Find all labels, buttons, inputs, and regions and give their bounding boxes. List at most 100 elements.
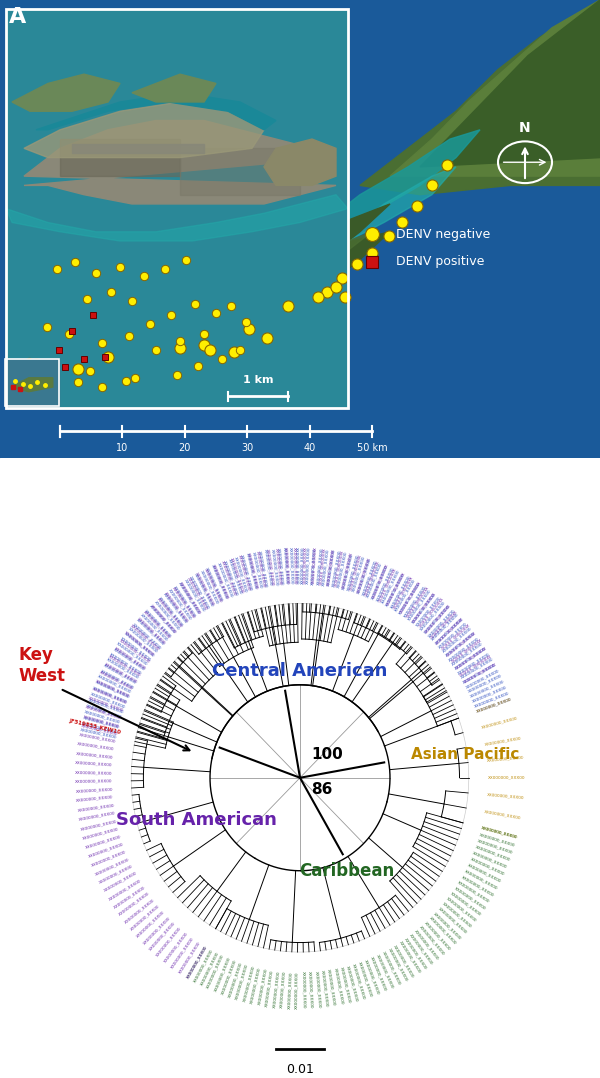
Text: XX000000_XXX00: XX000000_XXX00 xyxy=(462,662,497,685)
Text: XX000000_XXX00: XX000000_XXX00 xyxy=(264,549,274,586)
Text: XX000000_XXX00: XX000000_XXX00 xyxy=(272,970,280,1008)
Text: XX000000_XXX00: XX000000_XXX00 xyxy=(144,608,173,638)
Text: XX000000_XXX00: XX000000_XXX00 xyxy=(91,849,127,867)
Text: XX000000_XXX00: XX000000_XXX00 xyxy=(356,557,371,594)
Text: XX000000_XXX00: XX000000_XXX00 xyxy=(194,572,215,607)
Text: XX000000_XXX00: XX000000_XXX00 xyxy=(227,960,243,998)
Bar xyxy=(5,359,59,405)
Text: XX000000_XXX00: XX000000_XXX00 xyxy=(295,547,299,584)
Text: XX000000_XXX00: XX000000_XXX00 xyxy=(79,733,116,744)
Text: XX000000_XXX00: XX000000_XXX00 xyxy=(283,547,290,584)
Text: XX000000_XXX00: XX000000_XXX00 xyxy=(289,547,294,584)
Text: XX000000_XXX00: XX000000_XXX00 xyxy=(153,600,181,631)
Text: XX000000_XXX00: XX000000_XXX00 xyxy=(205,567,224,603)
Text: XX000000_XXX00: XX000000_XXX00 xyxy=(140,612,169,642)
Text: XX000000_XXX00: XX000000_XXX00 xyxy=(258,550,268,588)
Text: XX000000_XXX00: XX000000_XXX00 xyxy=(95,678,131,697)
Text: XX000000_XXX00: XX000000_XXX00 xyxy=(433,616,463,645)
Text: XX000000_XXX00: XX000000_XXX00 xyxy=(186,944,208,979)
Text: XX000000_XXX00: XX000000_XXX00 xyxy=(186,944,208,979)
Text: XX000000_XXX00: XX000000_XXX00 xyxy=(427,608,455,638)
Text: XX000000_XXX00: XX000000_XXX00 xyxy=(86,703,122,719)
Text: XX000000_XXX00: XX000000_XXX00 xyxy=(82,716,119,729)
Text: XX000000_XXX00: XX000000_XXX00 xyxy=(136,618,166,646)
Text: XX000000_XXX00: XX000000_XXX00 xyxy=(308,971,314,1009)
Text: 100: 100 xyxy=(311,747,343,762)
Text: XX000000_XXX00: XX000000_XXX00 xyxy=(331,550,341,588)
Text: 0.01: 0.01 xyxy=(286,1063,314,1076)
Text: XX000000_XXX00: XX000000_XXX00 xyxy=(487,776,525,779)
Text: XX000000_XXX00: XX000000_XXX00 xyxy=(340,966,352,1004)
Polygon shape xyxy=(264,139,336,185)
Polygon shape xyxy=(24,121,336,204)
Text: XX000000_XXX00: XX000000_XXX00 xyxy=(358,960,374,997)
Text: XX000000_XXX00: XX000000_XXX00 xyxy=(164,592,190,624)
Text: XX000000_XXX00: XX000000_XXX00 xyxy=(108,653,142,677)
Text: XX000000_XXX00: XX000000_XXX00 xyxy=(416,596,442,628)
Text: XX000000_XXX00: XX000000_XXX00 xyxy=(403,584,427,618)
Text: XX000000_XXX00: XX000000_XXX00 xyxy=(79,811,116,821)
Text: XX000000_XXX00: XX000000_XXX00 xyxy=(234,555,248,593)
Text: XX000000_XXX00: XX000000_XXX00 xyxy=(247,552,259,590)
Text: XX000000_XXX00: XX000000_XXX00 xyxy=(366,562,383,598)
Text: XX000000_XXX00: XX000000_XXX00 xyxy=(238,554,252,592)
Text: 30: 30 xyxy=(241,443,253,453)
Text: XX000000_XXX00: XX000000_XXX00 xyxy=(476,696,512,714)
Text: XX000000_XXX00: XX000000_XXX00 xyxy=(407,589,432,621)
Text: XX000000_XXX00: XX000000_XXX00 xyxy=(136,910,166,938)
Text: XX000000_XXX00: XX000000_XXX00 xyxy=(327,969,337,1007)
Polygon shape xyxy=(6,204,390,361)
Text: XX000000_XXX00: XX000000_XXX00 xyxy=(276,548,284,585)
Text: XX000000_XXX00: XX000000_XXX00 xyxy=(124,632,155,658)
Text: XX000000_XXX00: XX000000_XXX00 xyxy=(75,787,113,793)
Text: XX000000_XXX00: XX000000_XXX00 xyxy=(85,705,122,720)
Text: XX000000_XXX00: XX000000_XXX00 xyxy=(143,609,172,639)
Text: XX000000_XXX00: XX000000_XXX00 xyxy=(431,612,460,641)
Text: XX000000_XXX00: XX000000_XXX00 xyxy=(479,832,516,847)
Text: XX000000_XXX00: XX000000_XXX00 xyxy=(347,554,361,592)
Text: XX000000_XXX00: XX000000_XXX00 xyxy=(88,697,124,714)
Text: XX000000_XXX00: XX000000_XXX00 xyxy=(84,709,121,724)
Text: XX000000_XXX00: XX000000_XXX00 xyxy=(336,551,348,589)
Text: XX000000_XXX00: XX000000_XXX00 xyxy=(475,845,511,861)
Text: XX000000_XXX00: XX000000_XXX00 xyxy=(481,826,518,840)
Text: XX000000_XXX00: XX000000_XXX00 xyxy=(423,604,451,634)
Text: XX000000_XXX00: XX000000_XXX00 xyxy=(88,696,125,713)
Text: XX000000_XXX00: XX000000_XXX00 xyxy=(195,571,216,607)
Text: XX000000_XXX00: XX000000_XXX00 xyxy=(394,578,416,612)
Text: XX000000_XXX00: XX000000_XXX00 xyxy=(450,892,482,916)
Text: XX000000_XXX00: XX000000_XXX00 xyxy=(75,779,113,784)
Text: XX000000_XXX00: XX000000_XXX00 xyxy=(460,874,495,897)
Text: XX000000_XXX00: XX000000_XXX00 xyxy=(314,970,322,1008)
Text: XX000000_XXX00: XX000000_XXX00 xyxy=(457,652,491,676)
Text: XX000000_XXX00: XX000000_XXX00 xyxy=(187,576,209,610)
Polygon shape xyxy=(360,0,600,195)
Polygon shape xyxy=(180,149,300,195)
Text: XX000000_XXX00: XX000000_XXX00 xyxy=(183,578,206,612)
Bar xyxy=(6,10,348,407)
Text: XX000000_XXX00: XX000000_XXX00 xyxy=(178,940,202,975)
Text: XX000000_XXX00: XX000000_XXX00 xyxy=(448,636,480,662)
Text: XX000000_XXX00: XX000000_XXX00 xyxy=(305,547,311,584)
Text: XX000000_XXX00: XX000000_XXX00 xyxy=(82,827,119,840)
Text: XX000000_XXX00: XX000000_XXX00 xyxy=(85,834,122,849)
Text: XX000000_XXX00: XX000000_XXX00 xyxy=(130,623,161,651)
Text: Key
West: Key West xyxy=(19,646,66,685)
Text: XX000000_XXX00: XX000000_XXX00 xyxy=(188,575,210,610)
Text: South American: South American xyxy=(116,812,277,829)
Text: XX000000_XXX00: XX000000_XXX00 xyxy=(112,647,146,671)
Text: XX000000_XXX00: XX000000_XXX00 xyxy=(355,556,370,594)
Text: 50 km: 50 km xyxy=(356,443,388,453)
Text: XX000000_XXX00: XX000000_XXX00 xyxy=(246,552,259,590)
Text: XX000000_XXX00: XX000000_XXX00 xyxy=(457,651,491,675)
Text: XX000000_XXX00: XX000000_XXX00 xyxy=(116,641,149,666)
Text: XX000000_XXX00: XX000000_XXX00 xyxy=(103,663,137,685)
Text: XX000000_XXX00: XX000000_XXX00 xyxy=(106,658,140,680)
Text: XX000000_XXX00: XX000000_XXX00 xyxy=(397,580,420,614)
Text: XX000000_XXX00: XX000000_XXX00 xyxy=(476,696,512,714)
Text: XX000000_XXX00: XX000000_XXX00 xyxy=(265,549,275,586)
Text: XX000000_XXX00: XX000000_XXX00 xyxy=(370,956,388,992)
Text: XX000000_XXX00: XX000000_XXX00 xyxy=(460,657,494,679)
Text: XX000000_XXX00: XX000000_XXX00 xyxy=(362,559,379,596)
Text: XX000000_XXX00: XX000000_XXX00 xyxy=(95,680,130,699)
